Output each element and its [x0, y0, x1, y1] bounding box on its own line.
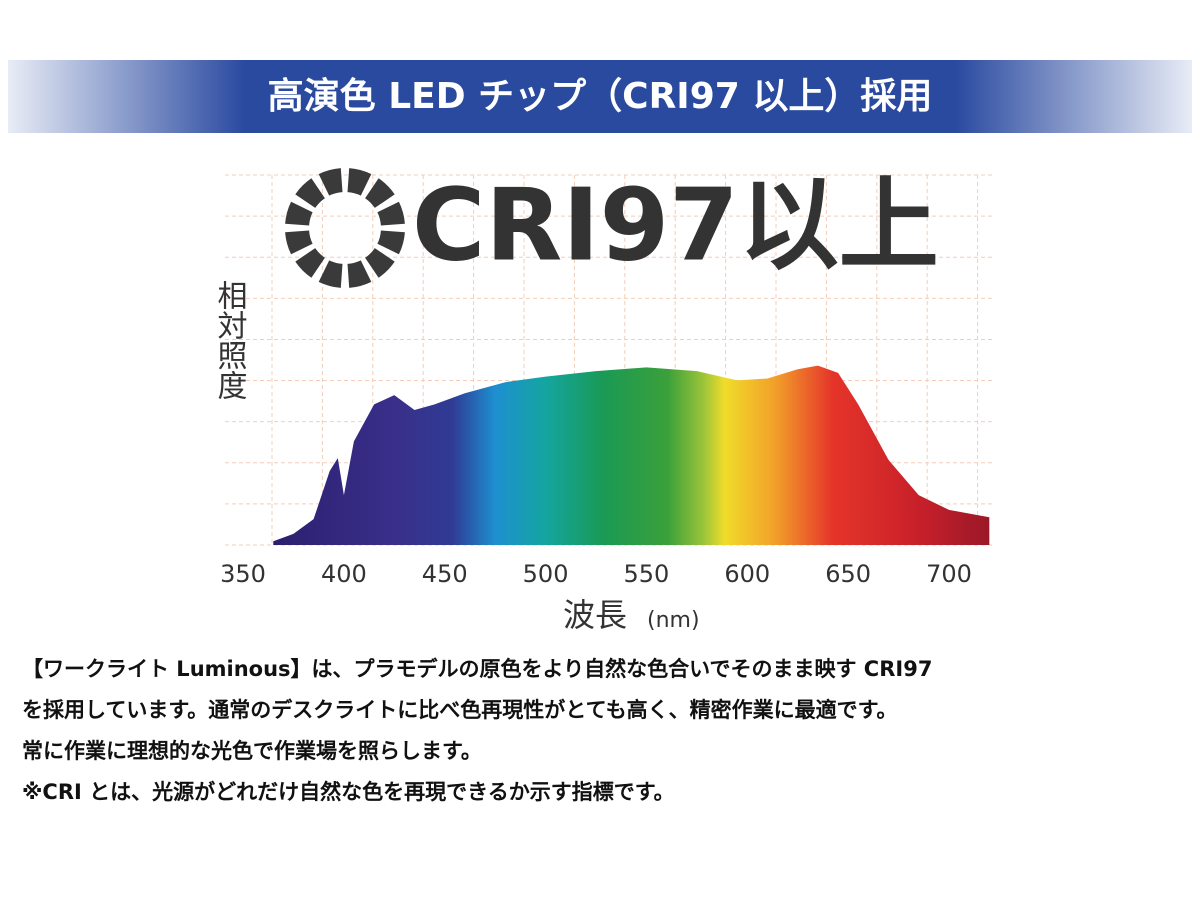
description-line: を採用しています。通常のデスクライトに比べ色再現性がとても高く、精密作業に最適で…	[22, 698, 898, 722]
description: 【ワークライト Luminous】は、プラモデルの原色をより自然な色合いでそのま…	[22, 657, 932, 804]
x-tick-label: 450	[422, 560, 468, 588]
description-line: ※CRI とは、光源がどれだけ自然な色を再現できるか示す指標です。	[22, 780, 675, 804]
ring-segment	[347, 260, 372, 288]
ring-segment	[318, 168, 343, 196]
description-line: 常に作業に理想的な光色で作業場を照らします。	[22, 739, 482, 763]
x-tick-label: 550	[624, 560, 670, 588]
x-tick-label: 650	[825, 560, 871, 588]
ring-segment	[365, 248, 395, 278]
banner	[8, 60, 1192, 133]
badge-icon	[285, 168, 405, 288]
x-tick-label: 600	[724, 560, 770, 588]
banner-title: 高演色 LED チップ（CRI97 以上）採用	[268, 76, 933, 117]
x-tick-label: 400	[321, 560, 367, 588]
ring-segment	[365, 178, 395, 208]
ring-segment	[377, 230, 405, 255]
ring-segment	[285, 201, 313, 226]
plot: 350 400 450 500 550 600 650 700	[220, 365, 990, 588]
ring-segment	[318, 260, 343, 288]
x-axis-unit: (nm)	[647, 608, 700, 633]
ring-segment	[295, 178, 325, 208]
ring-segment	[285, 230, 313, 255]
y-axis-label: 相対照度	[212, 280, 248, 400]
x-tick-label: 700	[926, 560, 972, 588]
x-tick-label: 500	[523, 560, 569, 588]
badge-text: CRI97以上	[412, 166, 939, 283]
x-tick-label: 350	[220, 560, 266, 588]
ring-segment	[347, 168, 372, 196]
ring-segment	[377, 201, 405, 226]
spectrum-area	[273, 365, 990, 545]
ring-segment	[295, 248, 325, 278]
description-line: 【ワークライト Luminous】は、プラモデルの原色をより自然な色合いでそのま…	[22, 657, 932, 681]
x-axis-label: 波長	[563, 596, 627, 634]
